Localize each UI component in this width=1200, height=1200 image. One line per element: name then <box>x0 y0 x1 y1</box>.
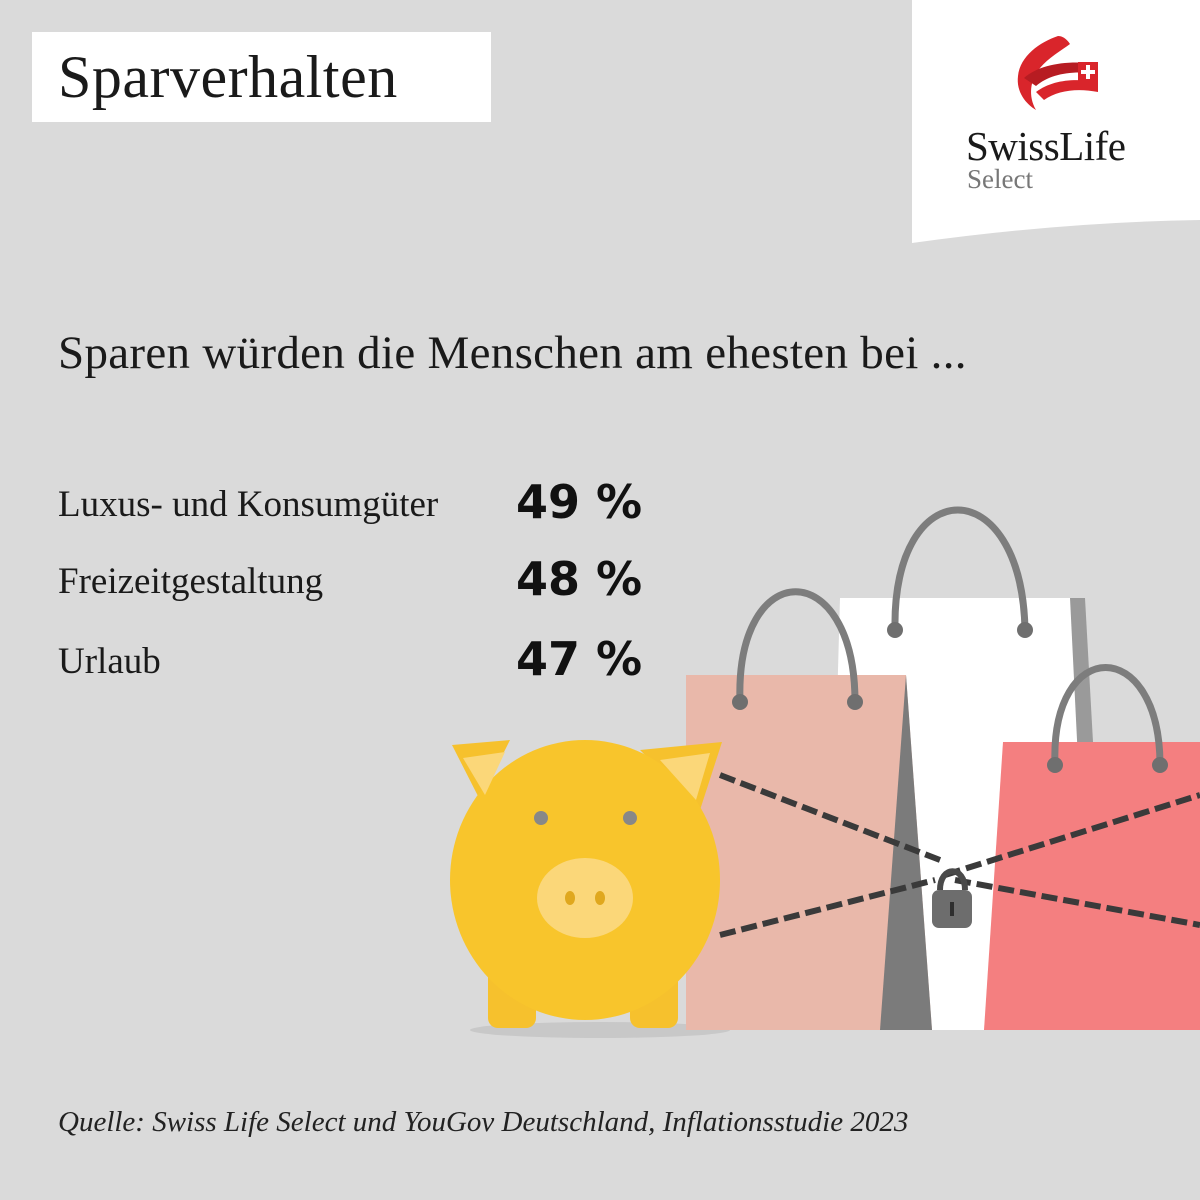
shopping-bag-icon <box>686 588 932 1030</box>
brand-name: SwissLife <box>966 123 1126 169</box>
percentage-value: 49 % <box>516 475 643 529</box>
source-note: Quelle: Swiss Life Select und YouGov Deu… <box>58 1106 909 1138</box>
padlock-icon <box>932 868 972 928</box>
result-row: Urlaub 47 % <box>58 632 758 692</box>
brand-subname: Select <box>967 164 1033 194</box>
percentage-value: 47 % <box>516 632 643 686</box>
percentage-value: 48 % <box>516 552 643 606</box>
swisslife-logo-icon <box>1017 36 1098 110</box>
piggy-bank-icon <box>450 740 722 1028</box>
result-row: Freizeitgestaltung 48 % <box>58 552 758 612</box>
page-title: Sparverhalten <box>58 44 398 110</box>
category-label: Urlaub <box>58 641 161 682</box>
chart-title: Sparen würden die Menschen am ehesten be… <box>58 327 967 379</box>
logo-panel-background <box>912 0 1200 243</box>
chain-icon <box>718 772 1200 938</box>
category-label: Luxus- und Konsumgüter <box>58 484 439 525</box>
title-box: Sparverhalten <box>32 32 491 122</box>
logo-panel <box>912 0 1200 245</box>
result-row: Luxus- und Konsumgüter 49 % <box>58 475 758 535</box>
category-label: Freizeitgestaltung <box>58 561 324 602</box>
